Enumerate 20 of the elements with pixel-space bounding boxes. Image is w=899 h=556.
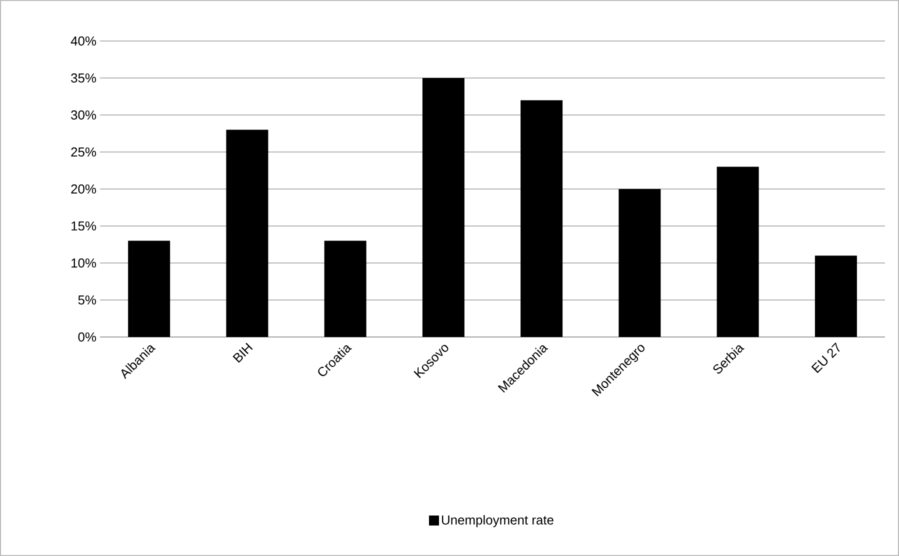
bar (226, 130, 268, 337)
y-tick-label: 30% (71, 110, 96, 120)
bar (716, 166, 759, 337)
legend-label: Unemployment rate (442, 515, 554, 528)
y-tick-label: 5% (78, 295, 96, 305)
bar (422, 78, 464, 337)
x-tick-label: BIH (232, 342, 253, 363)
bar (128, 240, 170, 337)
y-tick-label: 15% (72, 221, 96, 231)
y-tick-label: 20% (71, 184, 96, 194)
y-tick-label: 10% (72, 258, 96, 268)
x-tick-label: EU 27 (811, 342, 840, 374)
y-tick-label: 35% (71, 73, 96, 83)
y-tick-label: 0% (78, 332, 96, 342)
bar (814, 256, 857, 337)
bar (618, 189, 661, 337)
y-tick-label: 40% (70, 36, 96, 46)
y-tick-label: 25% (71, 147, 96, 157)
bar (324, 240, 366, 337)
bar (520, 100, 563, 337)
